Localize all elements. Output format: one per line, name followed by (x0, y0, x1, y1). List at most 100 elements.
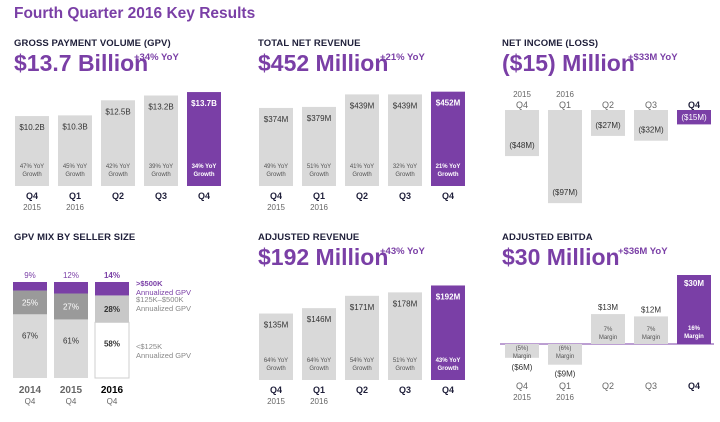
margin-note: Margin (599, 335, 617, 341)
bar (388, 292, 422, 380)
growth-note: Growth (309, 172, 328, 178)
growth-note: Growth (266, 366, 285, 372)
margin-note: Margin (513, 354, 531, 360)
panel-title: NET INCOME (LOSS) (502, 38, 599, 49)
growth-note: Growth (309, 366, 328, 372)
legend-label: >$500K (136, 279, 163, 288)
x-tick-sublabel: 2016 (556, 393, 574, 402)
page-title: Fourth Quarter 2016 Key Results (14, 5, 256, 22)
panel-yoy: +$33M YoY (628, 52, 678, 63)
x-tick-label: Q3 (155, 191, 167, 201)
bar-value-label: $146M (307, 315, 332, 324)
bar (431, 91, 465, 186)
bar-value-label: $374M (264, 115, 289, 124)
segment-value-label: 58% (104, 339, 120, 348)
segment-value-label: 14% (104, 271, 120, 280)
bar (302, 106, 336, 186)
stack-segment (54, 319, 88, 378)
panel-yoy: +34% YoY (134, 52, 179, 63)
growth-note: Growth (438, 172, 459, 178)
bar-value-label: $12.5B (105, 107, 130, 116)
gpv-panel: GROSS PAYMENT VOLUME (GPV) $13.7 Billion… (12, 38, 248, 228)
bar (505, 344, 539, 358)
stack-segment (94, 321, 130, 379)
legend-label: $125K–$500K (136, 295, 184, 304)
bar-value-label: $192M (436, 292, 461, 301)
stack-segment (13, 314, 47, 378)
net-revenue-panel: TOTAL NET REVENUE $452 Million +21% YoY … (256, 38, 492, 228)
bar-value-label: $171M (350, 303, 375, 312)
panel-headline: $13.7 Billion (14, 50, 149, 76)
bar (591, 110, 625, 136)
x-tick-label: Q3 (399, 385, 411, 395)
net-income-panel: NET INCOME (LOSS) ($15) Million +$33M Yo… (500, 38, 720, 228)
bar (634, 316, 668, 344)
panel-yoy: +43% YoY (380, 246, 425, 257)
x-tick-sublabel: 2016 (556, 90, 574, 99)
margin-note: 16% (688, 326, 701, 332)
growth-note: Growth (151, 172, 170, 178)
margin-note: 7% (647, 327, 656, 333)
x-tick-label: Q1 (313, 385, 325, 395)
x-tick-label: Q4 (516, 100, 528, 110)
panel-headline: $192 Million (258, 244, 389, 270)
x-tick-label: 2015 (60, 385, 83, 396)
x-tick-label: Q1 (559, 100, 571, 110)
bar (634, 110, 668, 141)
bar-value-label: $379M (307, 114, 332, 123)
x-tick-label: Q1 (313, 191, 325, 201)
adjusted-revenue-panel: ADJUSTED REVENUE $192 Million +43% YoY $… (256, 232, 492, 422)
bar (302, 308, 336, 380)
growth-note: Growth (194, 172, 215, 178)
x-tick-sublabel: Q4 (25, 397, 36, 406)
bar-value-label: $178M (393, 299, 418, 308)
growth-note: 49% YoY (264, 164, 288, 170)
x-tick-label: Q1 (69, 191, 81, 201)
x-tick-sublabel: 2015 (267, 203, 285, 212)
margin-note: 7% (604, 327, 613, 333)
margin-note: Margin (556, 354, 574, 360)
panel-yoy: +$36M YoY (618, 246, 668, 257)
x-tick-label: Q2 (602, 381, 614, 391)
bar-value-label: ($15M) (681, 113, 707, 122)
gpv-mix-panel: GPV MIX BY SELLER SIZE 67% 25% 9% 2014 Q4 61%… (12, 232, 248, 422)
panel-title: GPV MIX BY SELLER SIZE (14, 232, 136, 243)
bar (505, 110, 539, 157)
x-tick-label: Q4 (442, 385, 454, 395)
stack-segment (13, 282, 47, 291)
segment-value-label: 67% (22, 331, 38, 340)
bar-value-label: $135M (264, 321, 289, 330)
growth-note: 47% YoY (20, 164, 44, 170)
panel-title: ADJUSTED EBITDA (502, 232, 593, 243)
bar-value-label: ($9M) (555, 370, 576, 379)
growth-note: 51% YoY (307, 164, 331, 170)
growth-note: Growth (438, 366, 459, 372)
adjusted-revenue-chart: $135M 64% YoY Growth Q4 2015 $146M 64% YoY Grow… (259, 285, 465, 406)
x-tick-label: Q4 (198, 191, 210, 201)
growth-note: 64% YoY (264, 358, 288, 364)
bar (345, 295, 379, 380)
x-tick-sublabel: 2016 (66, 203, 84, 212)
bar (548, 110, 582, 204)
panel-title: TOTAL NET REVENUE (258, 38, 361, 49)
x-tick-label: Q3 (645, 381, 657, 391)
panel-headline: ($15) Million (502, 50, 635, 76)
growth-note: 39% YoY (149, 164, 173, 170)
growth-note: Growth (65, 172, 84, 178)
panel-title: ADJUSTED REVENUE (258, 232, 360, 243)
segment-value-label: 28% (104, 305, 120, 314)
stack-segment (13, 290, 47, 315)
growth-note: Growth (108, 172, 127, 178)
x-tick-label: Q4 (688, 100, 700, 110)
x-tick-sublabel: Q4 (107, 397, 118, 406)
bar-value-label: $12M (641, 305, 661, 314)
legend-sublabel: Annualized GPV (136, 288, 191, 297)
x-tick-label: Q4 (26, 191, 38, 201)
segment-value-label: 12% (63, 271, 79, 280)
growth-note: 42% YoY (106, 164, 130, 170)
growth-note: Growth (352, 172, 371, 178)
growth-note: Growth (266, 172, 285, 178)
x-tick-sublabel: 2015 (513, 393, 531, 402)
bar-value-label: $10.2B (19, 123, 44, 132)
bar (58, 115, 92, 186)
